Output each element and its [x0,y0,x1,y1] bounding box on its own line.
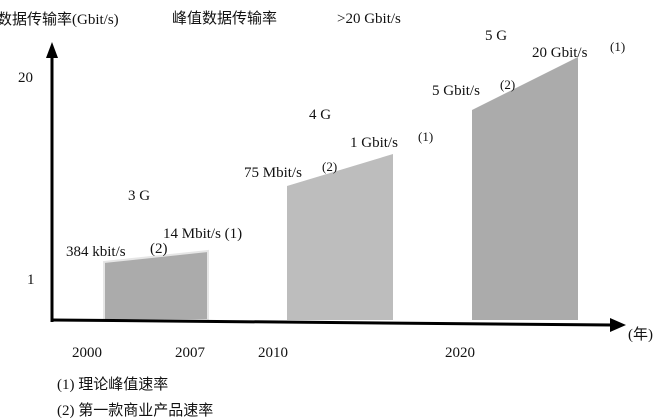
x-tick-2010: 2010 [258,345,288,361]
y-axis-label: 数据传输率(Gbit/s) [0,11,119,28]
gen-5g-commercial: 5 Gbit/s [432,83,480,99]
x-axis-arrow [610,318,626,332]
gen-4g-commercial: 75 Mbit/s [244,165,302,181]
x-axis-label: (年) [628,326,653,343]
gen-5g-commercial-mark: (2) [500,77,515,92]
gen-5g-theoretical-mark: (1) [610,39,625,54]
x-tick-2007: 2007 [175,345,206,361]
gen-5g-theoretical: 20 Gbit/s [532,45,588,61]
bar-5g [472,57,578,320]
legend-item-2: (2) 第一款商业产品速率 [57,401,213,419]
gen-3g-theoretical: 14 Mbit/s (1) [163,226,242,242]
x-axis [50,318,613,327]
gen-4g-label: 4 G [309,107,331,123]
gen-4g-commercial-mark: (2) [322,159,337,174]
gen-4g-theoretical: 1 Gbit/s [350,135,398,151]
gen-4g-theoretical-mark: (1) [418,129,433,144]
y-tick-1: 1 [27,272,35,288]
gen-3g-commercial-mark: (2) [150,241,168,257]
legend-item-1: (1) 理论峰值速率 [57,376,168,393]
gen-3g-commercial: 384 kbit/s [66,244,126,260]
bar-4g [287,154,393,320]
gen-5g-label: 5 G [485,28,507,44]
y-tick-20: 20 [18,70,33,86]
gen-3g-label: 3 G [128,188,150,204]
x-tick-2000: 2000 [72,345,102,361]
bar-3g [103,249,209,321]
peak-value: >20 Gbit/s [337,11,401,27]
peak-label: 峰值数据传输率 [172,10,277,27]
y-axis-arrow [46,42,58,58]
x-tick-2020: 2020 [445,345,475,361]
